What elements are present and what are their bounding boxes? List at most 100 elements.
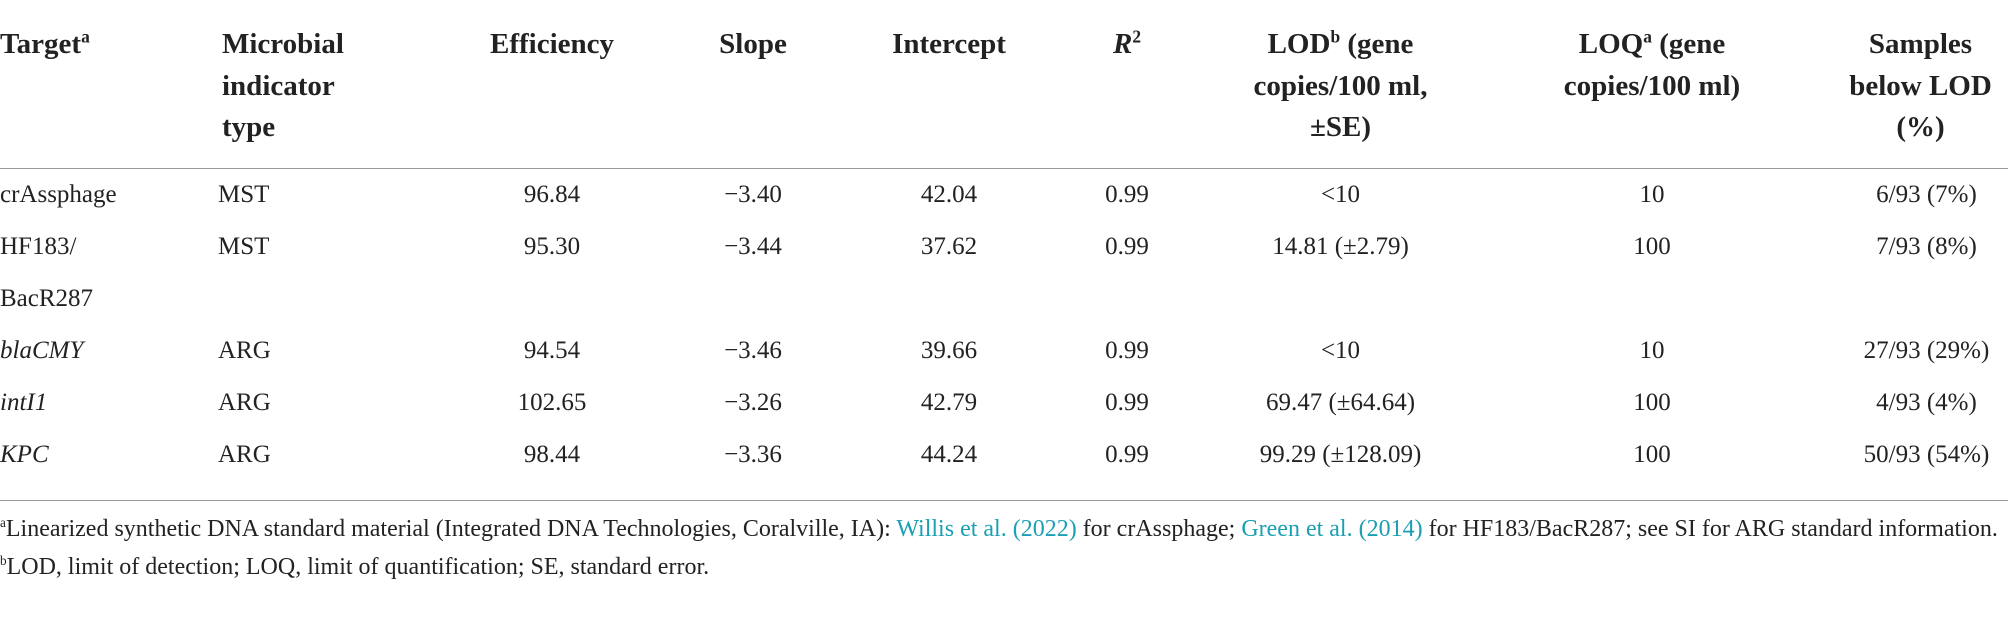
table-cell: KPC	[0, 428, 214, 501]
table-cell: 0.99	[1048, 168, 1206, 221]
cell-text: 0.99	[1105, 232, 1149, 260]
cell-text: −3.36	[724, 440, 782, 468]
table-cell: 0.99	[1048, 325, 1206, 377]
cell-text: −3.40	[724, 180, 782, 208]
header-text: Samples below LOD (%)	[1849, 28, 1992, 144]
table-cell: 14.81 (±2.79)	[1206, 221, 1475, 325]
cell-text: 4/93 (4%)	[1876, 388, 1977, 416]
table-row: HF183/BacR287 MST 95.30 −3.44 37.62 0.99 14.81…	[0, 221, 2008, 325]
header-cell: R2	[1048, 0, 1206, 169]
cell-text: 44.24	[920, 440, 978, 468]
cell-text: 10	[1639, 180, 1665, 208]
header-row: Targeta Microbial indicator type Efficie…	[0, 0, 2008, 169]
table-cell: MST	[214, 221, 448, 325]
table-cell: 27/93 (29%)	[1829, 325, 2008, 377]
cell-text: <10	[1320, 180, 1361, 208]
cell-text: 14.81 (±2.79)	[1272, 232, 1409, 260]
table-cell: 42.79	[850, 377, 1048, 429]
cell-text: 100	[1633, 440, 1671, 468]
cell-text: −3.44	[724, 232, 782, 260]
header-text: (gene copies/100 ml)	[1563, 28, 1741, 102]
cell-text: 10	[1639, 336, 1665, 364]
target-name: KPC	[0, 440, 49, 468]
citation-link[interactable]: Green et al. (2014)	[1241, 515, 1423, 542]
cell-text: 96.84	[523, 180, 581, 208]
cell-text: 0.99	[1105, 388, 1149, 416]
table-cell: 6/93 (7%)	[1829, 168, 2008, 221]
cell-text: 27/93 (29%)	[1863, 336, 1990, 364]
cell-text: MST	[218, 180, 270, 208]
table-cell: 0.99	[1048, 377, 1206, 429]
cell-text: 100	[1633, 388, 1671, 416]
cell-text: 50/93 (54%)	[1863, 440, 1990, 468]
footnote-mark: a	[0, 514, 6, 530]
table-row: intI1 ARG 102.65 −3.26 42.79 0.99 69.47 (±64.6…	[0, 377, 2008, 429]
table-cell: ARG	[214, 325, 448, 377]
footnote-mark: b	[0, 552, 7, 568]
header-text: (gene copies/100 ml, ±SE)	[1253, 28, 1428, 144]
footnotes: aLinearized synthetic DNA standard mater…	[0, 510, 2000, 586]
cell-text: −3.26	[724, 388, 782, 416]
cell-text: 69.47 (±64.64)	[1265, 388, 1416, 416]
table-cell: 39.66	[850, 325, 1048, 377]
cell-text: 98.44	[523, 440, 581, 468]
table-cell: −3.40	[656, 168, 850, 221]
table-cell: 100	[1475, 221, 1829, 325]
cell-text: 99.29 (±128.09)	[1259, 440, 1422, 468]
table-cell: 95.30	[448, 221, 656, 325]
header-cell: Targeta	[0, 0, 214, 169]
table-cell: ARG	[214, 377, 448, 429]
header-text: R	[1112, 28, 1133, 60]
table-cell: <10	[1206, 168, 1475, 221]
header-text: Intercept	[892, 28, 1006, 60]
header-text: Target	[0, 28, 82, 60]
table-cell: 7/93 (8%)	[1829, 221, 2008, 325]
cell-text: 0.99	[1105, 440, 1149, 468]
header-cell: Efficiency	[448, 0, 656, 169]
cell-text: 7/93 (8%)	[1876, 232, 1977, 260]
footnote: bLOD, limit of detection; LOQ, limit of …	[0, 548, 2000, 586]
header-cell: Samples below LOD (%)	[1829, 0, 2008, 169]
table-row: blaCMY ARG 94.54 −3.46 39.66 0.99 <10 10 27/93 (…	[0, 325, 2008, 377]
cell-text: 6/93 (7%)	[1876, 180, 1977, 208]
cell-text: 0.99	[1105, 180, 1149, 208]
table-cell: blaCMY	[0, 325, 214, 377]
footnote-text: for HF183/BacR287; see SI for ARG standa…	[1422, 515, 1998, 542]
table-cell: 100	[1475, 428, 1829, 501]
citation-link[interactable]: Willis et al. (2022)	[896, 515, 1077, 542]
cell-text: 0.99	[1105, 336, 1149, 364]
target-name: crAssphage	[0, 180, 117, 208]
table-cell: 4/93 (4%)	[1829, 377, 2008, 429]
cell-text: 102.65	[517, 388, 587, 416]
target-name: blaCMY	[0, 336, 84, 364]
cell-text: <10	[1320, 336, 1361, 364]
cell-text: 42.04	[920, 180, 978, 208]
cell-text: ARG	[218, 388, 271, 416]
cell-text: 39.66	[920, 336, 978, 364]
table-cell: 102.65	[448, 377, 656, 429]
cell-text: MST	[218, 232, 270, 260]
table-cell: 0.99	[1048, 428, 1206, 501]
table-cell: MST	[214, 168, 448, 221]
table-cell: 69.47 (±64.64)	[1206, 377, 1475, 429]
footnote-text: Linearized synthetic DNA standard materi…	[5, 515, 897, 542]
header-sup: 2	[1132, 26, 1142, 47]
table-cell: −3.26	[656, 377, 850, 429]
table-cell: 96.84	[448, 168, 656, 221]
header-text: LOQ	[1578, 28, 1644, 60]
table-cell: 37.62	[850, 221, 1048, 325]
header-cell: Microbial indicator type	[214, 0, 448, 169]
header-text: Slope	[719, 28, 787, 60]
header-text: LOD	[1267, 28, 1331, 60]
cell-text: 100	[1633, 232, 1671, 260]
table-cell: 99.29 (±128.09)	[1206, 428, 1475, 501]
header-text: Microbial indicator type	[222, 28, 344, 144]
table-cell: 94.54	[448, 325, 656, 377]
target-name: intI1	[0, 388, 48, 416]
cell-text: ARG	[218, 440, 271, 468]
table-cell: intI1	[0, 377, 214, 429]
header-text: Efficiency	[489, 28, 614, 60]
table-cell: HF183/BacR287	[0, 221, 214, 325]
cell-text: 42.79	[920, 388, 978, 416]
